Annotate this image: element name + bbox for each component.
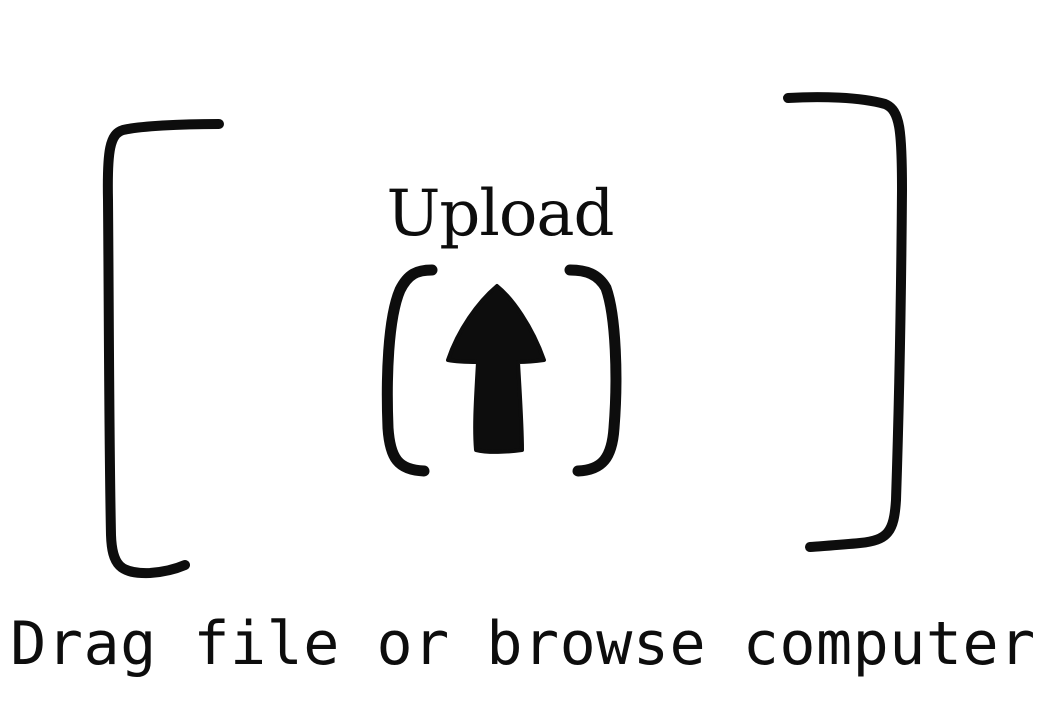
left-bracket-icon [102, 119, 224, 579]
upload-button[interactable] [372, 258, 634, 490]
browse-computer-link[interactable]: Drag file or browse computer [10, 609, 1036, 679]
upload-title: Upload [386, 177, 614, 251]
right-bracket-icon [783, 92, 907, 552]
upload-arrow-icon [381, 264, 622, 477]
